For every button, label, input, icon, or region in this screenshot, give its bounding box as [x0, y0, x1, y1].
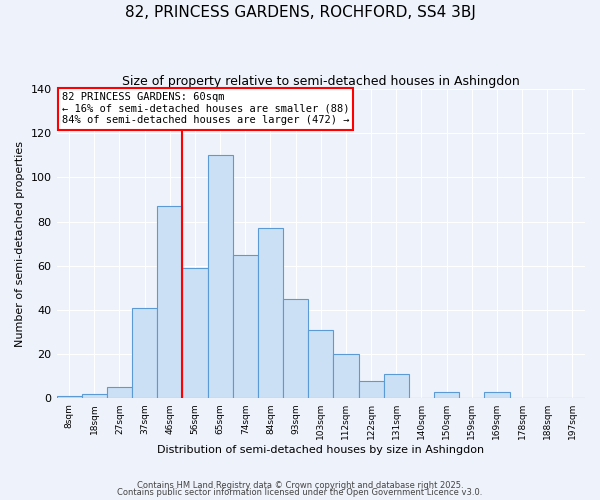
Bar [157, 206, 182, 398]
Bar [132, 308, 157, 398]
Bar [383, 374, 409, 398]
Bar [233, 254, 258, 398]
Text: Contains HM Land Registry data © Crown copyright and database right 2025.: Contains HM Land Registry data © Crown c… [137, 480, 463, 490]
Title: Size of property relative to semi-detached houses in Ashingdon: Size of property relative to semi-detach… [122, 75, 520, 88]
Bar [334, 354, 359, 398]
Text: Contains public sector information licensed under the Open Government Licence v3: Contains public sector information licen… [118, 488, 482, 497]
Bar [258, 228, 283, 398]
Bar [484, 392, 509, 398]
Text: 82 PRINCESS GARDENS: 60sqm
← 16% of semi-detached houses are smaller (88)
84% of: 82 PRINCESS GARDENS: 60sqm ← 16% of semi… [62, 92, 349, 126]
Bar [56, 396, 82, 398]
Bar [283, 299, 308, 398]
Text: 82, PRINCESS GARDENS, ROCHFORD, SS4 3BJ: 82, PRINCESS GARDENS, ROCHFORD, SS4 3BJ [125, 5, 475, 20]
Bar [308, 330, 334, 398]
X-axis label: Distribution of semi-detached houses by size in Ashingdon: Distribution of semi-detached houses by … [157, 445, 484, 455]
Bar [107, 387, 132, 398]
Bar [359, 380, 383, 398]
Bar [434, 392, 459, 398]
Bar [82, 394, 107, 398]
Y-axis label: Number of semi-detached properties: Number of semi-detached properties [15, 140, 25, 346]
Bar [208, 156, 233, 398]
Bar [182, 268, 208, 398]
